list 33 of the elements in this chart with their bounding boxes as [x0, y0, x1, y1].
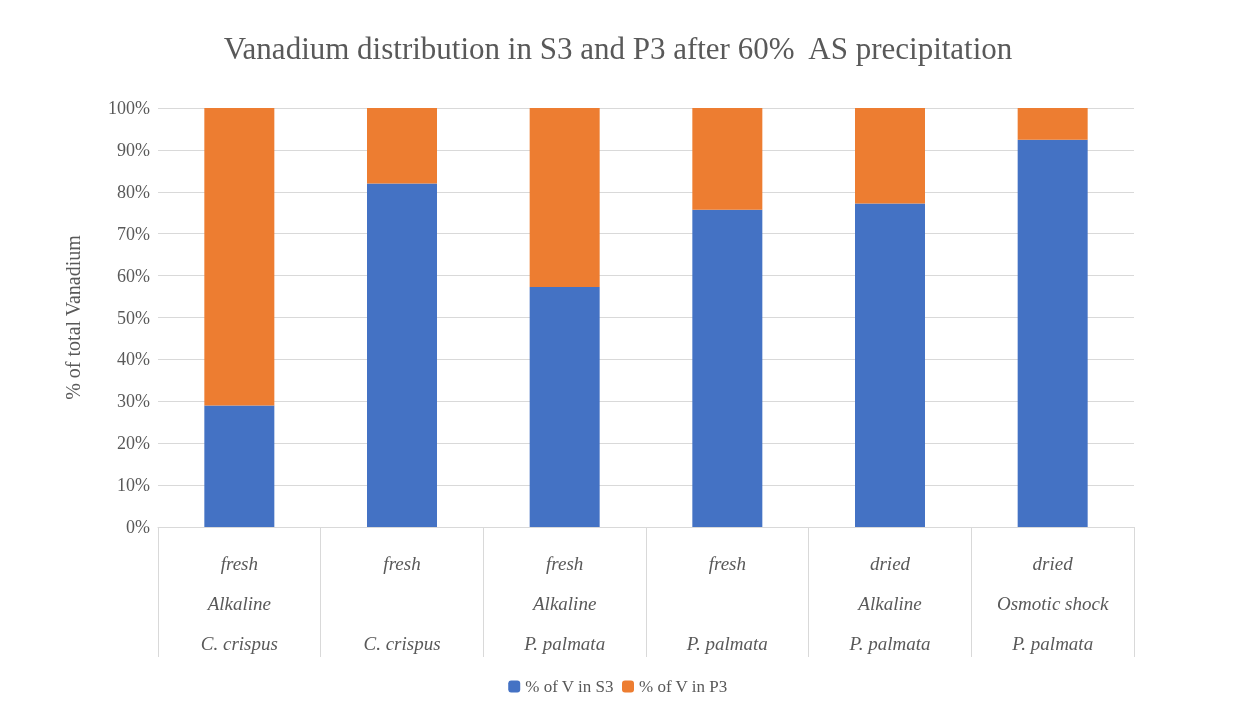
legend-label: % of V in S3	[525, 677, 614, 696]
y-tick-label: 80%	[117, 181, 150, 202]
bar	[692, 209, 763, 527]
bar	[529, 108, 600, 287]
legend-label: % of V in P3	[639, 677, 728, 696]
bar	[204, 405, 275, 527]
x-tick-label: dried Osmotic shock P. palmata	[996, 552, 1109, 654]
bar	[855, 108, 925, 204]
y-tick-label: 50%	[117, 307, 150, 328]
y-tick-label: 70%	[117, 223, 150, 244]
y-tick-label: 10%	[117, 475, 150, 496]
bar	[1017, 108, 1088, 140]
bar	[367, 108, 437, 184]
bar	[367, 183, 437, 527]
bar	[204, 108, 275, 406]
bar	[529, 286, 600, 527]
y-tick-label: 60%	[117, 265, 150, 286]
bar	[855, 203, 925, 527]
y-tick-label: 0%	[126, 517, 150, 537]
category-label: fresh C. crispus	[363, 552, 441, 654]
y-axis-title: % of total Vanadium	[62, 234, 84, 400]
y-tick-label: 30%	[117, 391, 150, 412]
y-tick-label: 90%	[117, 139, 150, 160]
y-tick-label: 100%	[108, 98, 150, 118]
category-label: fresh P. palmata	[686, 552, 768, 654]
y-tick-label: 40%	[117, 349, 150, 370]
x-tick-label: fresh Alkaline P. palmata	[523, 552, 606, 654]
x-tick-label: fresh Alkaline C. crispus	[200, 552, 278, 654]
bar	[1017, 139, 1088, 527]
x-tick-label: dried Alkaline P. palmata	[848, 552, 931, 654]
bar	[692, 108, 763, 210]
chart-title: Vanadium distribution in S3 and P3 after 60% AS precipitation	[223, 31, 1013, 66]
y-tick-label: 20%	[117, 433, 150, 454]
